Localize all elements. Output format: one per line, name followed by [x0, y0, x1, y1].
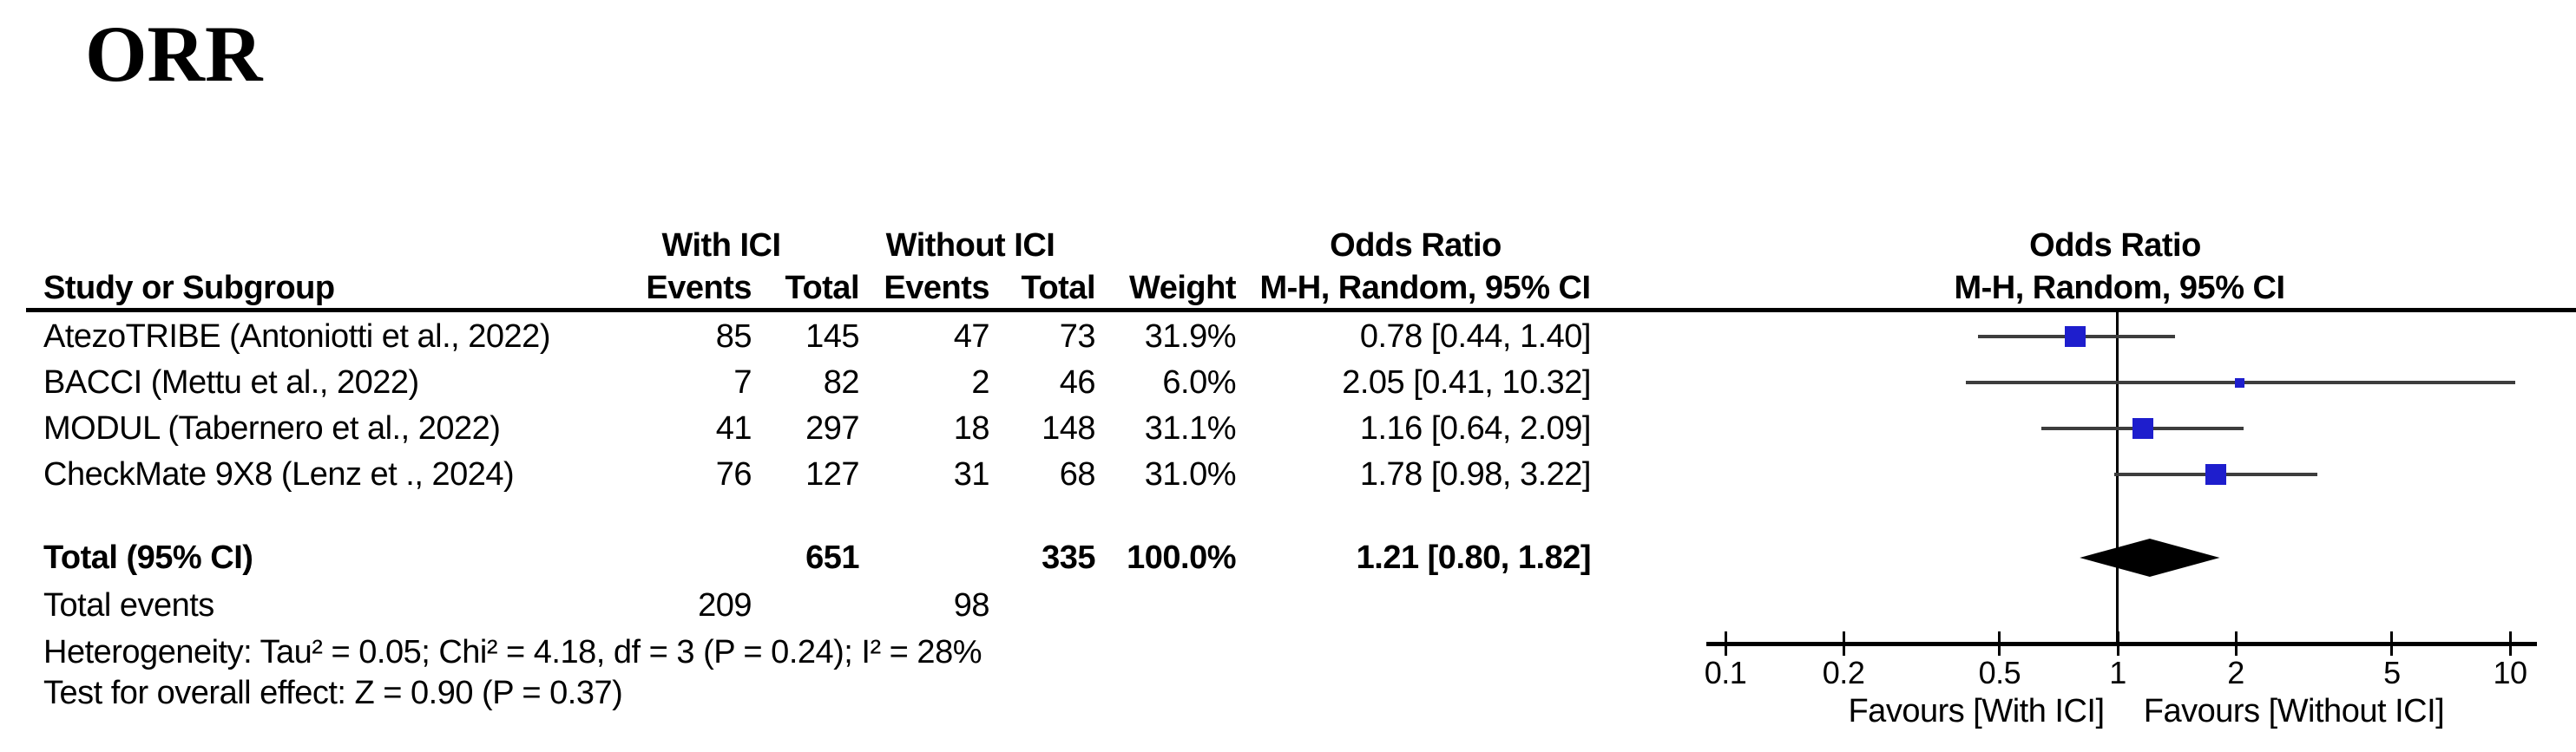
weight-cell: 6.0% [1162, 364, 1236, 401]
axis-tick [2508, 631, 2512, 656]
events-without-cell: 18 [953, 410, 990, 447]
axis-tick-label: 0.5 [1978, 655, 2021, 690]
axis-tick-label: 5 [2383, 655, 2401, 690]
total-events-with: 209 [698, 587, 752, 624]
total-row-or-ci: 1.21 [0.80, 1.82] [1356, 539, 1592, 576]
column-header-odds-ratio-plot: Odds Ratio [2029, 227, 2201, 264]
axis-tick-label: 2 [2227, 655, 2244, 690]
or-ci-cell: 1.16 [0.64, 2.09] [1359, 410, 1592, 447]
column-header-without-ici: Without ICI [885, 227, 1055, 264]
column-header-with-ici: With ICI [661, 227, 781, 264]
study-row-label: BACCI (Mettu et al., 2022) [43, 364, 419, 401]
or-square [2065, 326, 2086, 347]
total-row-weight: 100.0% [1127, 539, 1236, 576]
or-ci-cell: 0.78 [0.44, 1.40] [1359, 318, 1592, 355]
x-axis-line [1706, 642, 2537, 646]
axis-tick [2116, 631, 2119, 656]
column-header-total-with: Total [785, 270, 860, 306]
total-events-label: Total events [43, 587, 214, 624]
events-without-cell: 2 [971, 364, 989, 401]
heterogeneity-stats: Heterogeneity: Tau² = 0.05; Chi² = 4.18,… [43, 634, 982, 670]
column-header-mh-random-plot: M-H, Random, 95% CI [1954, 270, 2285, 306]
events-with-cell: 7 [733, 364, 752, 401]
axis-tick-label: 0.2 [1822, 655, 1865, 690]
or-square [2132, 418, 2154, 439]
null-effect-vertical-line [2116, 310, 2119, 644]
axis-tick-label: 1 [2109, 655, 2126, 690]
column-header-study: Study or Subgroup [43, 270, 335, 306]
column-header-weight: Weight [1129, 270, 1236, 306]
header-divider-line [26, 308, 2576, 312]
study-row-label: CheckMate 9X8 (Lenz et ., 2024) [43, 456, 515, 493]
axis-tick [1842, 631, 1845, 656]
events-with-cell: 76 [715, 456, 752, 493]
total-without-cell: 46 [1059, 364, 1096, 401]
weight-cell: 31.9% [1144, 318, 1237, 355]
events-without-cell: 31 [953, 456, 990, 493]
column-header-mh-random-text: M-H, Random, 95% CI [1259, 270, 1591, 306]
total-row-total-without: 335 [1042, 539, 1095, 576]
column-header-events-without: Events [884, 270, 989, 306]
favours-left-label: Favours [With ICI] [1848, 693, 2105, 729]
axis-tick-label: 0.1 [1704, 655, 1747, 690]
study-row-label: AtezoTRIBE (Antoniotti et al., 2022) [43, 318, 550, 355]
events-without-cell: 47 [953, 318, 990, 355]
axis-tick [2234, 631, 2238, 656]
figure-title: ORR [85, 10, 263, 98]
or-square [2205, 464, 2227, 485]
events-with-cell: 41 [715, 410, 752, 447]
or-ci-cell: 2.05 [0.41, 10.32] [1342, 364, 1591, 401]
study-row-label: MODUL (Tabernero et al., 2022) [43, 410, 501, 447]
axis-tick [2390, 631, 2394, 656]
axis-tick [1998, 631, 2001, 656]
weight-cell: 31.0% [1144, 456, 1237, 493]
column-header-events-with: Events [646, 270, 752, 306]
total-with-cell: 145 [805, 318, 859, 355]
column-header-total-without: Total [1021, 270, 1096, 306]
or-square [2235, 377, 2245, 388]
total-with-cell: 82 [823, 364, 860, 401]
overall-effect-test: Test for overall effect: Z = 0.90 (P = 0… [43, 675, 623, 711]
axis-tick-label: 10 [2493, 655, 2527, 690]
axis-tick [1724, 631, 1727, 656]
total-with-cell: 127 [805, 456, 859, 493]
total-without-cell: 148 [1042, 410, 1095, 447]
weight-cell: 31.1% [1144, 410, 1237, 447]
column-header-odds-ratio-text: Odds Ratio [1330, 227, 1502, 264]
favours-right-label: Favours [Without ICI] [2143, 693, 2445, 729]
total-row-label: Total (95% CI) [43, 539, 253, 576]
events-with-cell: 85 [715, 318, 752, 355]
total-without-cell: 68 [1059, 456, 1096, 493]
total-diamond [2080, 539, 2220, 577]
total-with-cell: 297 [805, 410, 859, 447]
total-events-without: 98 [953, 587, 990, 624]
total-without-cell: 73 [1059, 318, 1096, 355]
or-ci-cell: 1.78 [0.98, 3.22] [1359, 456, 1592, 493]
total-row-total-with: 651 [805, 539, 859, 576]
